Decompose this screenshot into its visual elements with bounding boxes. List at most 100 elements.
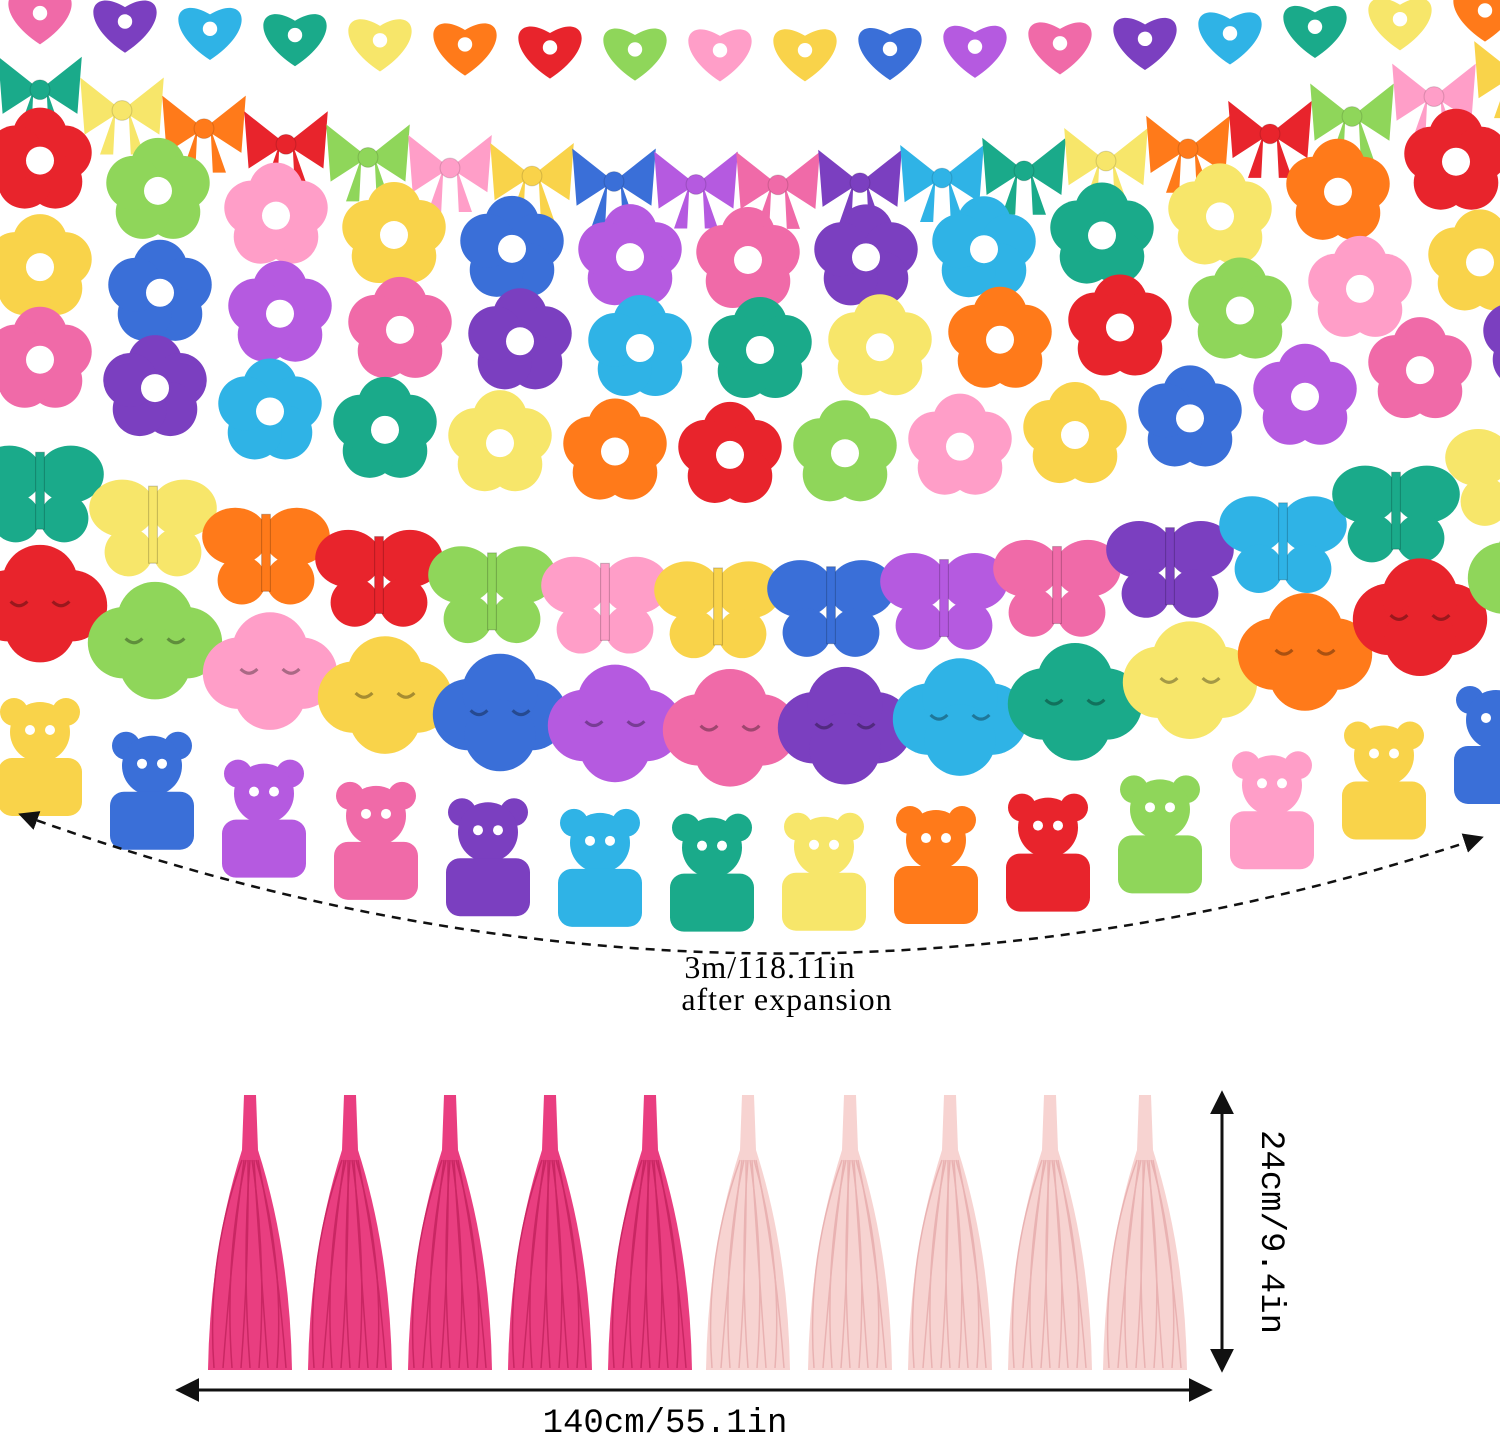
garland-piece [563, 398, 667, 500]
garland-row [0, 540, 1500, 787]
cutout [712, 43, 728, 58]
fringe-strand [853, 1159, 869, 1369]
wing [1460, 477, 1500, 526]
wing [0, 494, 40, 543]
garland-piece [1352, 558, 1488, 677]
wing [605, 605, 654, 654]
body [1165, 527, 1175, 606]
head [1018, 797, 1078, 858]
tassel-top [642, 1095, 658, 1150]
cloud-part [924, 704, 996, 776]
wing [428, 546, 495, 604]
cutout [457, 37, 473, 52]
center-hole [380, 221, 408, 250]
center-hole [970, 235, 998, 264]
garland-piece [0, 445, 104, 543]
garland-piece [814, 204, 918, 306]
cutout [1033, 820, 1043, 831]
center-hole [946, 432, 974, 461]
cloud-part [1497, 540, 1500, 570]
center-hole [831, 439, 859, 468]
cutout [1222, 26, 1238, 41]
garland-row [8, 0, 1500, 82]
garland-piece [948, 286, 1052, 388]
garland-piece [108, 239, 212, 341]
head [570, 812, 630, 873]
tassel-top [1137, 1095, 1153, 1150]
head [122, 735, 182, 796]
tassel [706, 1095, 790, 1370]
wing [1234, 544, 1283, 594]
garland-piece [603, 28, 667, 81]
garland-piece [87, 581, 223, 700]
cutout [45, 725, 55, 736]
garland-piece [8, 0, 72, 45]
garland-piece [1454, 685, 1500, 804]
cutout [249, 786, 259, 797]
cutout [882, 41, 898, 57]
garland-piece [1068, 274, 1172, 376]
knot [1259, 123, 1281, 145]
knot [603, 171, 625, 192]
knot [357, 146, 379, 168]
garland-piece [448, 390, 552, 492]
knot [439, 157, 461, 179]
wing [782, 608, 831, 657]
smile [699, 724, 761, 732]
tassel-top [442, 1095, 458, 1150]
body [1342, 781, 1426, 840]
garland-piece [1253, 343, 1357, 445]
bow [736, 151, 820, 229]
bow [244, 111, 328, 189]
garland-piece [1368, 0, 1432, 51]
knot [1423, 86, 1445, 108]
cutout [269, 786, 279, 797]
bow [80, 77, 164, 155]
bow [818, 149, 902, 227]
cutout [117, 14, 133, 29]
cutout [1145, 802, 1155, 813]
wing [880, 552, 947, 611]
cloud-part [119, 628, 191, 700]
garland-piece [1404, 108, 1500, 210]
bow [490, 143, 574, 221]
body [222, 819, 306, 878]
tassel [608, 1095, 692, 1370]
fringe-strand [345, 1159, 351, 1369]
garland-piece [162, 95, 246, 173]
head [682, 817, 742, 878]
center-hole [852, 243, 880, 272]
center-hole [616, 243, 644, 272]
center-hole [146, 278, 174, 307]
body [148, 485, 158, 564]
fringe-strand [945, 1159, 951, 1369]
fringe-strand [445, 1159, 451, 1369]
garland-piece [433, 23, 497, 76]
wing [1054, 539, 1121, 598]
fringe-strand [953, 1159, 969, 1369]
bow [654, 151, 738, 229]
cutout [1277, 778, 1287, 789]
garland-piece [1168, 163, 1272, 265]
wing [831, 608, 880, 657]
fringe-strand [657, 1159, 687, 1369]
garland-piece [767, 560, 895, 657]
garland-piece [908, 393, 1012, 495]
fringe-strand [545, 1159, 551, 1369]
garland-piece [1310, 83, 1394, 161]
garland-piece [736, 151, 820, 229]
center-hole [262, 201, 290, 230]
body [826, 566, 836, 645]
garland-piece [1188, 257, 1292, 359]
fringe-strand [329, 1159, 347, 1369]
garland-row [0, 209, 1500, 399]
garland-piece [244, 111, 328, 189]
body [487, 552, 497, 631]
wing [217, 556, 266, 605]
width-label: 140cm/55.1in [543, 1405, 788, 1443]
bow [0, 56, 82, 134]
cutout [25, 725, 35, 736]
smile [124, 637, 186, 645]
